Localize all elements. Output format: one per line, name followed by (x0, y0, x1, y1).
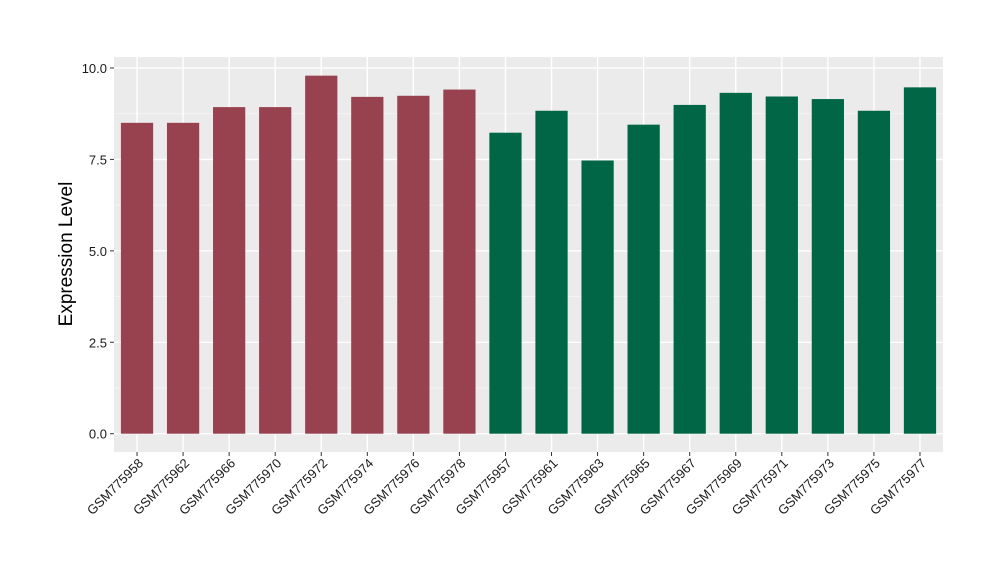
bars (120, 75, 937, 434)
y-axis-label: Expression Level (56, 182, 77, 327)
bar (811, 99, 844, 434)
bar (673, 104, 706, 434)
bar (719, 92, 752, 434)
bar (443, 89, 476, 434)
bar (765, 96, 798, 434)
bar (627, 124, 660, 434)
y-axis: 0.0 2.5 5.0 7.5 10.0 (82, 61, 114, 442)
y-tick-label: 5.0 (89, 244, 107, 259)
bar (120, 122, 154, 434)
bar (581, 160, 614, 434)
y-tick-label: 7.5 (89, 152, 107, 167)
bar (259, 107, 292, 434)
y-tick-label: 10.0 (82, 61, 107, 76)
bar (397, 95, 430, 434)
bar (351, 96, 384, 434)
y-tick-label: 2.5 (89, 335, 107, 350)
x-axis: GSM775958GSM775962GSM775966GSM775970GSM7… (84, 452, 929, 518)
y-tick-label: 0.0 (89, 427, 107, 442)
bar (305, 75, 338, 434)
bar (166, 122, 200, 434)
bar (903, 87, 937, 434)
bar (857, 110, 891, 434)
plot-panel (114, 57, 943, 452)
bar (213, 107, 246, 434)
bar (489, 132, 522, 434)
bar (535, 110, 568, 434)
